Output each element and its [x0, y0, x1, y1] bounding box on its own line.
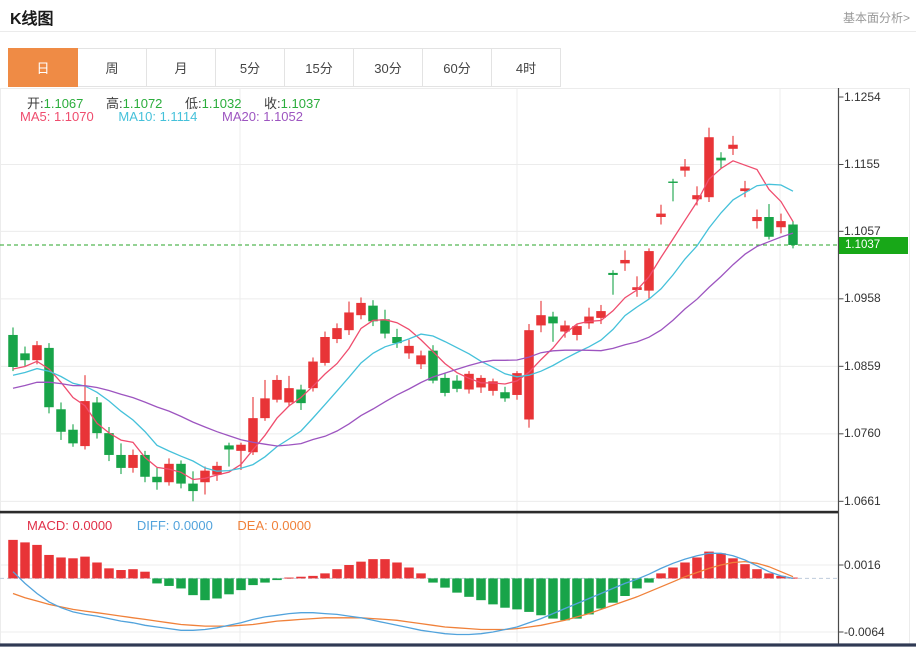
- tab-60min[interactable]: 60分: [422, 48, 492, 87]
- y-axis-label: -0.0064: [844, 624, 885, 639]
- high-label: 高:: [106, 96, 123, 111]
- tab-30min[interactable]: 30分: [353, 48, 423, 87]
- tab-15min[interactable]: 15分: [284, 48, 354, 87]
- open-label: 开:: [27, 96, 44, 111]
- open-value: 1.1067: [43, 96, 84, 111]
- y-axis-label: 1.1057: [844, 223, 881, 238]
- ma20-value: MA20: 1.1052: [222, 109, 303, 124]
- low-value: 1.1032: [201, 96, 242, 111]
- y-axis-label: 1.0958: [844, 291, 881, 306]
- tab-day[interactable]: 日: [8, 48, 78, 87]
- tab-week[interactable]: 周: [77, 48, 147, 87]
- interval-tabs: 日 周 月 5分 15分 30分 60分 4时: [8, 48, 561, 87]
- low-label: 低:: [185, 96, 202, 111]
- high-value: 1.1072: [122, 96, 163, 111]
- ohlc-readout: 开:1.1067 高:1.1072 低:1.1032 收:1.1037: [27, 93, 339, 112]
- y-axis-label: 1.0760: [844, 426, 881, 441]
- close-value: 1.1037: [280, 96, 321, 111]
- y-axis-label: 1.1254: [844, 89, 881, 104]
- y-axis-label: 1.0859: [844, 358, 881, 373]
- current-price-badge: 1.1037: [839, 237, 908, 254]
- tab-4hour[interactable]: 4时: [491, 48, 561, 87]
- macd-value: MACD: 0.0000: [27, 518, 113, 533]
- ma-readout: MA5: 1.1070 MA10: 1.1114 MA20: 1.1052: [20, 109, 303, 124]
- fundamental-analysis-link[interactable]: 基本面分析>: [842, 11, 910, 25]
- diff-value: DIFF: 0.0000: [136, 518, 213, 533]
- page-title: K线图: [10, 11, 54, 28]
- candlestick-chart: [0, 88, 916, 647]
- close-label: 收:: [264, 96, 281, 111]
- tab-5min[interactable]: 5分: [215, 48, 285, 87]
- y-axis-label: 1.0661: [844, 493, 881, 508]
- ma10-value: MA10: 1.1114: [118, 109, 198, 124]
- y-axis-label: 0.0016: [844, 557, 881, 572]
- y-axis-label: 1.1155: [844, 157, 880, 171]
- ma5-value: MA5: 1.1070: [20, 109, 94, 124]
- dea-value: DEA: 0.0000: [237, 518, 312, 533]
- tab-month[interactable]: 月: [146, 48, 216, 87]
- header-divider: [0, 31, 916, 32]
- macd-readout: MACD: 0.0000 DIFF: 0.0000 DEA: 0.0000: [27, 518, 311, 533]
